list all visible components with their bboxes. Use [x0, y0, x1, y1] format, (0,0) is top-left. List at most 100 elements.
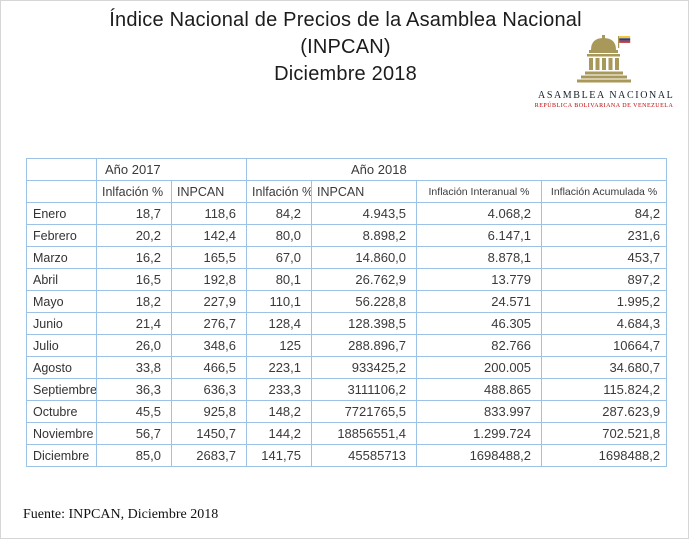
- value-cell: 7721765,5: [311, 400, 418, 423]
- month-cell: Junio: [26, 312, 97, 335]
- value-cell: 1.299.724: [416, 422, 543, 445]
- table-row: Febrero 20,2 142,4 80,0 8.898,2 6.147,1 …: [26, 224, 668, 247]
- value-cell: 18856551,4: [311, 422, 418, 445]
- value-cell: 1.995,2: [541, 290, 668, 313]
- page-title-acronym: (INPCAN): [300, 36, 391, 58]
- value-cell: 84,2: [246, 202, 313, 225]
- value-cell: 702.521,8: [541, 422, 668, 445]
- column-header-row: Inlfación % INPCAN Inlfación % INPCAN In…: [26, 180, 668, 203]
- value-cell: 33,8: [96, 356, 172, 379]
- inpcan-table: Año 2017 Año 2018 Inlfación % INPCAN Inl…: [26, 158, 668, 467]
- table-row: Julio 26,0 348,6 125 288.896,7 82.766 10…: [26, 334, 668, 357]
- value-cell: 36,3: [96, 378, 172, 401]
- table-row: Diciembre 85,0 2683,7 141,75 45585713 16…: [26, 444, 668, 467]
- table-row: Mayo 18,2 227,9 110,1 56.228,8 24.571 1.…: [26, 290, 668, 313]
- col-header-acumulada: Inflación Acumulada %: [541, 180, 668, 203]
- table-row: Junio 21,4 276,7 128,4 128.398,5 46.305 …: [26, 312, 668, 335]
- value-cell: 933425,2: [311, 356, 418, 379]
- table-row: Abril 16,5 192,8 80,1 26.762,9 13.779 89…: [26, 268, 668, 291]
- value-cell: 142,4: [170, 224, 248, 247]
- value-cell: 24.571: [416, 290, 543, 313]
- month-cell: Enero: [26, 202, 97, 225]
- value-cell: 227,9: [170, 290, 248, 313]
- value-cell: 80,1: [246, 268, 313, 291]
- page-title: Índice Nacional de Precios de la Asamble…: [109, 9, 582, 31]
- corner-cell: [26, 180, 97, 203]
- value-cell: 128,4: [246, 312, 313, 335]
- value-cell: 276,7: [170, 312, 248, 335]
- value-cell: 80,0: [246, 224, 313, 247]
- value-cell: 82.766: [416, 334, 543, 357]
- month-cell: Marzo: [26, 246, 97, 269]
- value-cell: 110,1: [246, 290, 313, 313]
- corner-cell: [26, 158, 97, 181]
- capitol-building-icon: [577, 35, 631, 83]
- value-cell: 488.865: [416, 378, 543, 401]
- value-cell: 897,2: [541, 268, 668, 291]
- value-cell: 466,5: [170, 356, 248, 379]
- value-cell: 453,7: [541, 246, 668, 269]
- month-cell: Agosto: [26, 356, 97, 379]
- value-cell: 26,0: [96, 334, 172, 357]
- value-cell: 231,6: [541, 224, 668, 247]
- value-cell: 10664,7: [541, 334, 668, 357]
- month-cell: Octubre: [26, 400, 97, 423]
- col-header-inpcan-2018: INPCAN: [311, 180, 418, 203]
- month-cell: Diciembre: [26, 444, 97, 467]
- value-cell: 200.005: [416, 356, 543, 379]
- value-cell: 118,6: [170, 202, 248, 225]
- value-cell: 14.860,0: [311, 246, 418, 269]
- value-cell: 1698488,2: [541, 444, 668, 467]
- month-cell: Noviembre: [26, 422, 97, 445]
- value-cell: 1698488,2: [416, 444, 543, 467]
- logo-subtitle: REPÚBLICA BOLIVARIANA DE VENEZUELA: [534, 103, 674, 109]
- value-cell: 636,3: [170, 378, 248, 401]
- value-cell: 84,2: [541, 202, 668, 225]
- year-group-header-row: Año 2017 Año 2018: [26, 158, 668, 181]
- value-cell: 144,2: [246, 422, 313, 445]
- year-2017-header: Año 2017: [95, 158, 248, 181]
- value-cell: 165,5: [170, 246, 248, 269]
- table-row: Agosto 33,8 466,5 223,1 933425,2 200.005…: [26, 356, 668, 379]
- value-cell: 148,2: [246, 400, 313, 423]
- value-cell: 8.878,1: [416, 246, 543, 269]
- year-2018-header: Año 2018: [246, 158, 668, 181]
- value-cell: 6.147,1: [416, 224, 543, 247]
- table-row: Marzo 16,2 165,5 67,0 14.860,0 8.878,1 4…: [26, 246, 668, 269]
- value-cell: 233,3: [246, 378, 313, 401]
- table-row: Enero 18,7 118,6 84,2 4.943,5 4.068,2 84…: [26, 202, 668, 225]
- value-cell: 26.762,9: [311, 268, 418, 291]
- month-cell: Julio: [26, 334, 97, 357]
- title-block: Índice Nacional de Precios de la Asamble…: [1, 7, 688, 88]
- value-cell: 288.896,7: [311, 334, 418, 357]
- asamblea-nacional-logo: ASAMBLEA NACIONAL REPÚBLICA BOLIVARIANA …: [534, 34, 674, 109]
- value-cell: 67,0: [246, 246, 313, 269]
- value-cell: 2683,7: [170, 444, 248, 467]
- month-cell: Mayo: [26, 290, 97, 313]
- value-cell: 192,8: [170, 268, 248, 291]
- value-cell: 46.305: [416, 312, 543, 335]
- month-cell: Septiembre: [26, 378, 97, 401]
- table-row: Octubre 45,5 925,8 148,2 7721765,5 833.9…: [26, 400, 668, 423]
- value-cell: 85,0: [96, 444, 172, 467]
- value-cell: 1450,7: [170, 422, 248, 445]
- value-cell: 223,1: [246, 356, 313, 379]
- value-cell: 16,2: [96, 246, 172, 269]
- value-cell: 18,7: [96, 202, 172, 225]
- value-cell: 4.068,2: [416, 202, 543, 225]
- value-cell: 4.684,3: [541, 312, 668, 335]
- value-cell: 56,7: [96, 422, 172, 445]
- source-note: Fuente: INPCAN, Diciembre 2018: [23, 507, 219, 522]
- value-cell: 16,5: [96, 268, 172, 291]
- value-cell: 56.228,8: [311, 290, 418, 313]
- value-cell: 287.623,9: [541, 400, 668, 423]
- page-title-date: Diciembre 2018: [274, 63, 417, 85]
- value-cell: 115.824,2: [541, 378, 668, 401]
- value-cell: 21,4: [96, 312, 172, 335]
- table-row: Septiembre 36,3 636,3 233,3 3111106,2 48…: [26, 378, 668, 401]
- logo-name: ASAMBLEA NACIONAL: [534, 90, 674, 101]
- value-cell: 45585713: [311, 444, 418, 467]
- col-header-inflacion-2018: Inlfación %: [246, 180, 313, 203]
- value-cell: 141,75: [246, 444, 313, 467]
